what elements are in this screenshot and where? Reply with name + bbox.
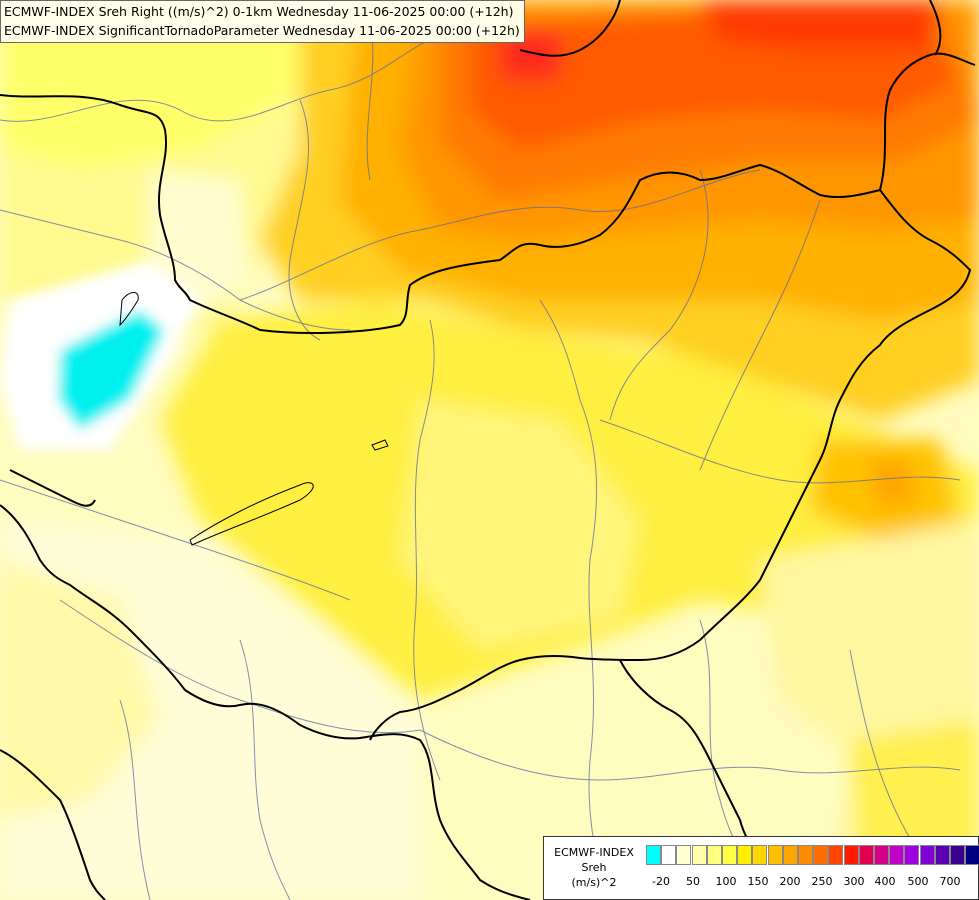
lakes [119, 292, 389, 546]
legend-tick-label: 50 [686, 875, 700, 888]
rivers [0, 19, 961, 900]
legend-title-line-3: (m/s)^2 [571, 876, 617, 889]
legend-swatch [828, 845, 844, 865]
legend-tick-label: 250 [811, 875, 833, 888]
legend-swatch [889, 845, 905, 865]
legend-swatch [904, 845, 920, 865]
legend-swatch [813, 845, 829, 865]
legend-tick-label: 500 [907, 875, 929, 888]
legend-title: ECMWF-INDEX Sreh (m/s)^2 [544, 845, 644, 890]
negative-sreh-patch [0, 260, 200, 450]
title-line-1: ECMWF-INDEX Sreh Right ((m/s)^2) 0-1km W… [4, 4, 514, 19]
legend-swatch [874, 845, 889, 865]
legend-swatch [661, 845, 677, 865]
legend-swatch [843, 845, 859, 865]
legend-swatch [965, 845, 979, 865]
title-line-2: ECMWF-INDEX SignificantTornadoParameter … [4, 23, 520, 38]
legend-swatch [782, 845, 798, 865]
legend-swatch [950, 845, 965, 865]
legend-title-line-1: ECMWF-INDEX [554, 846, 634, 859]
legend-swatch [858, 845, 874, 865]
legend-swatch [646, 845, 661, 865]
legend-tick-label: 700 [939, 875, 961, 888]
legend-swatch [919, 845, 935, 865]
legend-swatch [722, 845, 737, 865]
legend-title-line-2: Sreh [581, 861, 607, 874]
legend-tick-label: 400 [874, 875, 896, 888]
legend: ECMWF-INDEX Sreh (m/s)^2 -20 50 100 150 200 2… [543, 836, 979, 900]
legend-swatch [767, 845, 783, 865]
legend-swatch [737, 845, 753, 865]
legend-swatch [691, 845, 707, 865]
legend-swatch [752, 845, 768, 865]
legend-swatch [706, 845, 722, 865]
legend-tick-label: 150 [747, 875, 769, 888]
legend-swatch [676, 845, 692, 865]
legend-tick-label: 200 [779, 875, 801, 888]
map-title: ECMWF-INDEX Sreh Right ((m/s)^2) 0-1km W… [0, 0, 525, 43]
legend-tick-label: 300 [843, 875, 865, 888]
legend-tick-label: -20 [652, 875, 670, 888]
legend-swatch [798, 845, 813, 865]
legend-swatch [934, 845, 950, 865]
legend-tick-label: 100 [715, 875, 737, 888]
